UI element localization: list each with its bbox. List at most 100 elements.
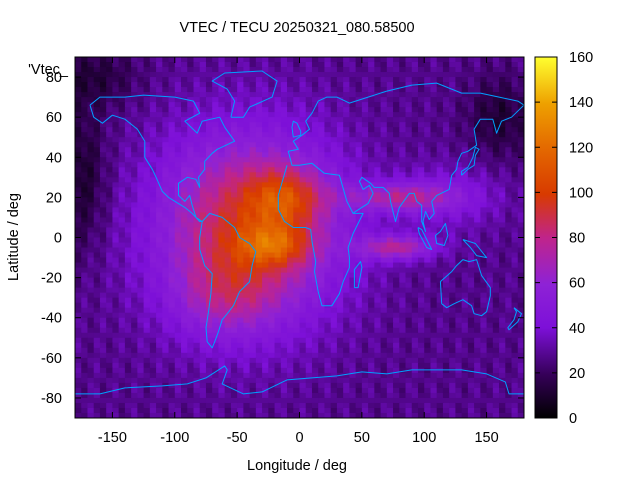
- heatmap-cell: [99, 307, 107, 314]
- heatmap-cell: [280, 77, 288, 83]
- heatmap-cell: [137, 402, 145, 409]
- heatmap-cell: [299, 62, 307, 68]
- heatmap-cell: [149, 152, 157, 158]
- heatmap-cell: [137, 392, 145, 399]
- heatmap-cell: [361, 247, 369, 254]
- heatmap-cell: [181, 112, 188, 118]
- heatmap-cell: [181, 247, 188, 254]
- heatmap-cell: [393, 177, 400, 183]
- heatmap-cell: [374, 157, 382, 163]
- heatmap-cell: [430, 392, 438, 399]
- heatmap-cell: [305, 282, 313, 289]
- heatmap-cell: [243, 382, 251, 389]
- heatmap-cell: [75, 192, 82, 198]
- heatmap-cell: [99, 317, 107, 324]
- heatmap-cell: [442, 387, 450, 394]
- heatmap-cell: [405, 107, 413, 113]
- heatmap-cell: [380, 237, 388, 244]
- heatmap-cell: [399, 67, 407, 73]
- heatmap-cell: [368, 67, 375, 73]
- heatmap-cell: [162, 387, 170, 394]
- heatmap-cell: [137, 332, 145, 339]
- heatmap-cell: [249, 77, 257, 83]
- heatmap-cell: [511, 77, 519, 83]
- heatmap-cell: [93, 57, 101, 63]
- heatmap-cell: [486, 337, 494, 344]
- heatmap-cell: [187, 297, 195, 304]
- heatmap-cell: [511, 377, 519, 384]
- heatmap-cell: [205, 342, 213, 349]
- heatmap-cell: [461, 337, 469, 344]
- heatmap-cell: [467, 252, 475, 259]
- heatmap-cell: [355, 217, 363, 224]
- heatmap-cell: [293, 387, 301, 394]
- heatmap-cell: [411, 397, 419, 404]
- heatmap-cell: [181, 142, 188, 148]
- heatmap-cell: [243, 87, 251, 93]
- heatmap-cell: [187, 272, 195, 279]
- heatmap-cell: [368, 202, 375, 209]
- heatmap-cell: [511, 387, 519, 394]
- heatmap-cell: [368, 182, 375, 188]
- heatmap-cell: [492, 92, 500, 98]
- heatmap-cell: [181, 172, 188, 178]
- heatmap-cell: [262, 217, 269, 224]
- heatmap-cell: [212, 97, 220, 103]
- heatmap-cell: [474, 137, 481, 143]
- heatmap-cell: [343, 292, 350, 299]
- heatmap-cell: [131, 362, 138, 369]
- heatmap-cell: [330, 332, 338, 339]
- heatmap-cell: [224, 192, 232, 198]
- heatmap-cell: [205, 402, 213, 409]
- heatmap-cell: [380, 142, 388, 148]
- heatmap-cell: [230, 147, 238, 153]
- heatmap-cell: [187, 307, 195, 314]
- heatmap-cell: [99, 332, 107, 339]
- heatmap-cell: [424, 292, 432, 299]
- heatmap-cell: [156, 307, 163, 314]
- heatmap-cell: [424, 297, 432, 304]
- heatmap-cell: [193, 292, 201, 299]
- heatmap-cell: [442, 352, 450, 359]
- heatmap-cell: [430, 317, 438, 324]
- heatmap-cell: [411, 102, 419, 108]
- heatmap-cell: [81, 317, 89, 324]
- heatmap-cell: [212, 82, 220, 88]
- heatmap-cell: [349, 332, 357, 339]
- heatmap-cell: [181, 122, 188, 128]
- heatmap-cell: [355, 162, 363, 168]
- heatmap-cell: [393, 72, 400, 78]
- heatmap-cell: [99, 267, 107, 274]
- heatmap-cell: [499, 217, 506, 224]
- heatmap-cell: [318, 357, 326, 364]
- heatmap-cell: [299, 397, 307, 404]
- heatmap-cell: [299, 67, 307, 73]
- heatmap-cell: [193, 72, 201, 78]
- heatmap-cell: [299, 202, 307, 209]
- heatmap-cell: [455, 312, 463, 319]
- heatmap-cell: [280, 392, 288, 399]
- heatmap-cell: [218, 102, 226, 108]
- heatmap-cell: [230, 152, 238, 158]
- heatmap-cell: [511, 207, 519, 214]
- heatmap-cell: [492, 77, 500, 83]
- heatmap-cell: [230, 57, 238, 63]
- heatmap-cell: [224, 247, 232, 254]
- heatmap-cell: [280, 62, 288, 68]
- heatmap-cell: [237, 122, 244, 128]
- heatmap-cell: [399, 287, 407, 294]
- heatmap-cell: [230, 122, 238, 128]
- heatmap-cell: [143, 187, 151, 193]
- heatmap-cell: [274, 397, 282, 404]
- heatmap-cell: [81, 117, 89, 123]
- heatmap-cell: [349, 97, 357, 103]
- heatmap-cell: [492, 312, 500, 319]
- heatmap-cell: [81, 227, 89, 234]
- heatmap-cell: [174, 87, 182, 93]
- heatmap-cell: [461, 387, 469, 394]
- heatmap-cell: [430, 217, 438, 224]
- heatmap-cell: [305, 132, 313, 138]
- heatmap-cell: [293, 292, 301, 299]
- heatmap-cell: [505, 132, 513, 138]
- heatmap-cell: [75, 347, 82, 354]
